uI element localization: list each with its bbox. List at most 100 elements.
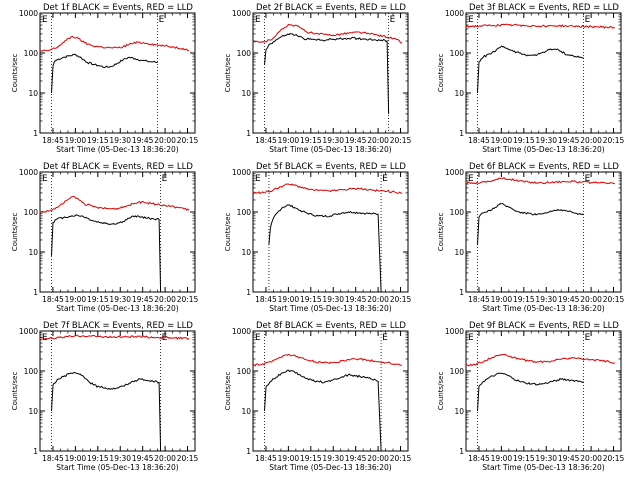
events-series-line	[477, 202, 584, 246]
lld-series-line	[39, 35, 190, 52]
event-marker-label: E	[382, 333, 388, 343]
y-tick-label: 10	[241, 407, 251, 416]
events-series-line	[264, 369, 382, 452]
lld-series-line	[252, 183, 403, 195]
y-tick-label: 1	[33, 447, 38, 456]
plot-frame	[465, 12, 622, 134]
x-axis-label: Start Time (05-Dec-13 18:36:20)	[269, 145, 391, 154]
x-tick-label: 19:00	[278, 136, 300, 145]
lld-series-line	[465, 176, 616, 185]
y-tick-label: 100	[450, 367, 465, 376]
event-marker-label: E	[255, 333, 261, 343]
y-axis-label: Counts/sec	[11, 372, 19, 411]
plot-frame	[465, 330, 622, 452]
event-marker-label: E	[159, 15, 165, 25]
x-tick-label: 19:15	[300, 136, 322, 145]
x-tick-label: 20:00	[367, 454, 389, 463]
y-tick-label: 1	[246, 129, 251, 138]
y-tick-label: 10	[454, 89, 464, 98]
x-tick-label: 19:30	[322, 136, 344, 145]
x-tick-label: 20:00	[154, 136, 176, 145]
x-tick-label: 20:00	[154, 454, 176, 463]
x-axis-label: Start Time (05-Dec-13 18:36:20)	[482, 145, 604, 154]
x-tick-label: 19:00	[65, 136, 87, 145]
x-tick-label: 20:00	[580, 454, 602, 463]
y-tick-label: 100	[24, 208, 39, 217]
y-tick-label: 10	[454, 248, 464, 257]
event-marker-label: E	[585, 15, 591, 25]
x-tick-label: 20:15	[390, 136, 412, 145]
y-tick-label: 1	[459, 129, 464, 138]
x-tick-label: 19:00	[278, 454, 300, 463]
lld-series-line	[252, 23, 403, 44]
y-axis-label: Counts/sec	[224, 54, 232, 93]
x-tick-label: 19:45	[558, 136, 580, 145]
plot-frame	[39, 12, 196, 134]
x-tick-label: 19:30	[109, 136, 131, 145]
y-tick-label: 1	[459, 447, 464, 456]
y-tick-label: 100	[24, 49, 39, 58]
y-tick-label: 1000	[19, 327, 38, 336]
x-tick-label: 19:30	[535, 454, 557, 463]
events-series-line	[51, 53, 158, 94]
events-series-line	[268, 204, 382, 293]
events-series-line	[477, 45, 584, 94]
x-tick-label: 18:45	[42, 295, 64, 304]
panel-9: Det 9f BLACK = Events, RED = LLD 1 10 100 10…	[437, 321, 625, 472]
x-tick-label: 19:15	[300, 454, 322, 463]
panel-title: Det 5f BLACK = Events, RED = LLD	[256, 162, 406, 172]
y-tick-label: 10	[241, 89, 251, 98]
x-tick-label: 19:45	[558, 454, 580, 463]
y-tick-label: 1	[33, 129, 38, 138]
plot-frame	[39, 330, 196, 452]
plot-frame	[465, 171, 622, 293]
x-tick-label: 18:45	[255, 136, 277, 145]
x-tick-label: 19:30	[322, 295, 344, 304]
event-marker-label: E	[255, 174, 261, 184]
y-axis-label: Counts/sec	[437, 213, 445, 252]
event-marker-label: E	[468, 15, 474, 25]
panel-8: Det 8f BLACK = Events, RED = LLD 1 10 100 10…	[224, 321, 412, 472]
y-tick-label: 1	[459, 288, 464, 297]
y-tick-label: 10	[28, 407, 38, 416]
panel-title: Det 1f BLACK = Events, RED = LLD	[43, 3, 193, 13]
x-tick-label: 18:45	[255, 295, 277, 304]
events-series-line	[264, 33, 390, 114]
panel-title: Det 4f BLACK = Events, RED = LLD	[43, 162, 193, 172]
x-tick-label: 20:15	[603, 454, 625, 463]
x-tick-label: 20:00	[367, 136, 389, 145]
x-tick-label: 19:45	[132, 295, 154, 304]
panel-4: Det 4f BLACK = Events, RED = LLD 1 10 100 10…	[11, 162, 199, 313]
y-axis-label: Counts/sec	[224, 372, 232, 411]
x-axis-label: Start Time (05-Dec-13 18:36:20)	[269, 463, 391, 472]
plot-frame	[39, 171, 196, 293]
panel-title: Det 9f BLACK = Events, RED = LLD	[469, 321, 619, 331]
x-tick-label: 19:30	[322, 454, 344, 463]
x-tick-label: 19:15	[87, 136, 109, 145]
y-axis-label: Counts/sec	[11, 213, 19, 252]
x-tick-label: 18:45	[468, 136, 490, 145]
x-axis-label: Start Time (05-Dec-13 18:36:20)	[269, 304, 391, 313]
lld-series-line	[39, 334, 190, 341]
x-tick-label: 20:00	[580, 295, 602, 304]
x-tick-label: 19:30	[535, 136, 557, 145]
x-tick-label: 20:15	[177, 454, 199, 463]
x-tick-label: 18:45	[42, 136, 64, 145]
x-tick-label: 19:00	[491, 295, 513, 304]
y-tick-label: 1	[246, 447, 251, 456]
y-tick-label: 1000	[19, 168, 38, 177]
x-tick-label: 18:45	[255, 454, 277, 463]
panel-title: Det 3f BLACK = Events, RED = LLD	[469, 3, 619, 13]
y-tick-label: 1000	[232, 327, 251, 336]
y-tick-label: 1000	[445, 168, 464, 177]
x-tick-label: 19:45	[132, 454, 154, 463]
y-tick-label: 100	[450, 49, 465, 58]
event-marker-label: E	[162, 174, 168, 184]
x-tick-label: 20:00	[580, 136, 602, 145]
x-tick-label: 20:15	[390, 454, 412, 463]
x-tick-label: 20:15	[177, 295, 199, 304]
x-tick-label: 19:15	[513, 295, 535, 304]
y-tick-label: 1000	[445, 9, 464, 18]
event-marker-label: E	[585, 174, 591, 184]
panel-7: Det 7f BLACK = Events, RED = LLD 1 10 100 10…	[11, 321, 199, 472]
